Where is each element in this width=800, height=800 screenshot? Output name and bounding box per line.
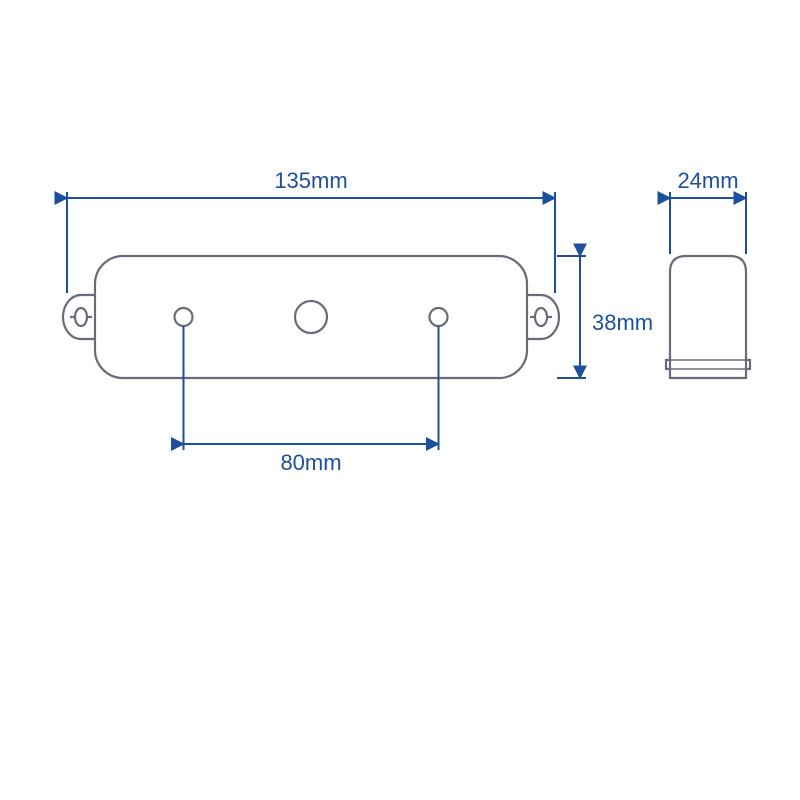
dimension-label: 24mm: [677, 168, 738, 193]
technical-drawing: 135mm 80mm 38mm 24mm: [0, 0, 800, 800]
slot-left: [75, 308, 87, 326]
dimension-label: 38mm: [592, 310, 653, 335]
slot-right: [535, 308, 547, 326]
dimension-label: 135mm: [274, 168, 347, 193]
dimension-label: 80mm: [280, 450, 341, 475]
front-body: [95, 256, 527, 378]
